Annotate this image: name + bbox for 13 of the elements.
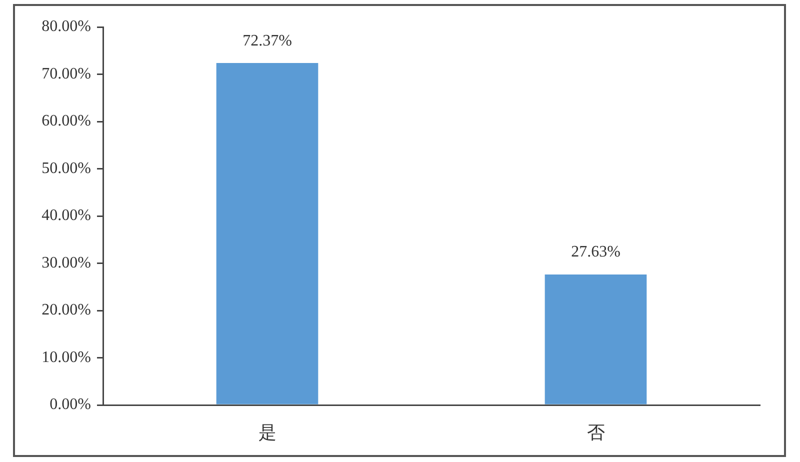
data-label: 27.63%: [571, 244, 620, 261]
y-tick-label: 50.00%: [42, 160, 91, 177]
y-tick-label: 80.00%: [42, 18, 91, 36]
y-tick-label: 0.00%: [50, 396, 91, 414]
data-label: 72.37%: [242, 32, 292, 50]
y-tick-label: 10.00%: [42, 348, 91, 366]
x-tick-label: 否: [586, 422, 605, 443]
y-tick-label: 60.00%: [42, 112, 91, 130]
x-tick-label: 是: [258, 422, 276, 443]
y-tick-label: 30.00%: [42, 254, 91, 272]
y-tick-label: 40.00%: [42, 207, 91, 224]
y-tick-label: 70.00%: [42, 65, 91, 82]
y-tick-label: 20.00%: [42, 302, 91, 319]
